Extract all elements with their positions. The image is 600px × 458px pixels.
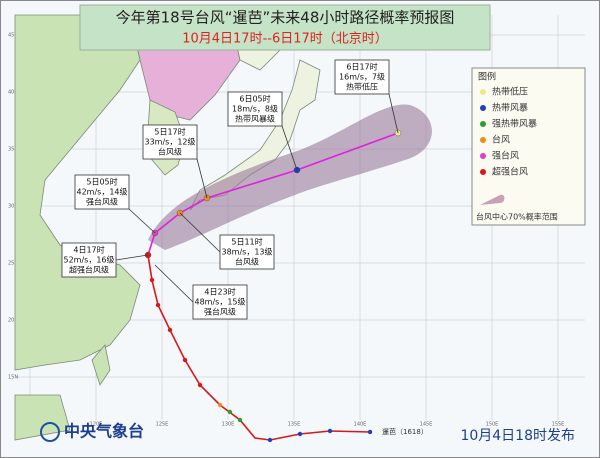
lon-label: 140E (354, 422, 367, 428)
past-point (227, 409, 233, 415)
south-land (14, 394, 71, 441)
taiwan (91, 344, 111, 386)
callout-level: 台风级 (235, 257, 259, 267)
legend-cone: 台风中心70%概率范围 (476, 212, 558, 222)
callout-leader (281, 125, 298, 171)
callout-leader (196, 158, 208, 199)
callout-wind: 18m/s，8级 (232, 104, 278, 114)
callout-level: 热带低压 (346, 82, 378, 92)
legend-marker (480, 89, 486, 95)
track-label: 暹芭（1618） (382, 427, 428, 436)
legend-marker (480, 153, 486, 159)
past-point (155, 302, 161, 308)
callout-time: 4日17时 (73, 245, 104, 255)
callout-level: 强台风级 (204, 307, 236, 317)
callout-leader (154, 264, 194, 303)
past-point (237, 417, 243, 423)
callout-wind: 52m/s，16级 (63, 255, 114, 265)
callout-leader (115, 254, 149, 261)
past-point (367, 429, 373, 435)
lon-label: 150E (486, 422, 499, 428)
lat-label: 15N (8, 375, 18, 381)
lat-label: 30N (8, 204, 18, 210)
title: 今年第18号台风“暹芭”未来48小时路径概率预报图 (116, 9, 455, 27)
legend-cone-icon (480, 194, 505, 205)
callout-time: 6日17时 (346, 62, 377, 72)
logo (40, 422, 60, 442)
callout-time: 5日11时 (231, 237, 262, 247)
past-point (217, 402, 223, 408)
callout-time: 4日23时 (204, 287, 235, 297)
past-point (297, 431, 303, 437)
past-point (197, 382, 203, 388)
lat-label: 40N (8, 90, 18, 96)
issued: 10月4日18时发布 (460, 428, 575, 444)
legend-marker (480, 137, 486, 143)
callout-time: 5日17时 (154, 127, 185, 137)
lon-label: 155E (552, 422, 565, 428)
legend-marker (480, 105, 486, 111)
callout-wind: 38m/s，13级 (221, 247, 272, 257)
callout-wind: 33m/s，12级 (144, 137, 195, 147)
callout-leader (128, 208, 156, 234)
legend-label: 热带风暴 (492, 102, 528, 114)
legend (471, 67, 586, 226)
legend-marker (480, 121, 486, 127)
legend-label: 强热带风暴 (492, 118, 537, 130)
legend-label: 热带低压 (492, 86, 528, 98)
lat-label: 45N (8, 33, 18, 39)
callout-box (74, 174, 130, 210)
legend-marker (480, 169, 486, 175)
callout-box (219, 234, 275, 270)
callout-time: 5日05时 (86, 177, 117, 187)
legend-label: 强台风 (492, 150, 519, 162)
callout-wind: 16m/s，7级 (339, 72, 385, 82)
lon-label: 135E (288, 422, 301, 428)
callout-level: 台风级 (158, 147, 182, 157)
callout-box (142, 124, 198, 160)
past-point (267, 437, 273, 443)
past-point (182, 357, 188, 363)
callout-box (334, 59, 390, 95)
callout-box (61, 242, 117, 278)
callout-leader (179, 212, 221, 253)
probability-cone (148, 104, 432, 250)
past-point (327, 428, 333, 434)
callout-leader (388, 93, 399, 134)
past-point (149, 277, 155, 283)
callout-time: 6日05时 (239, 94, 270, 104)
lat-label: 20N (8, 318, 18, 324)
callout-wind: 42m/s，14级 (76, 187, 127, 197)
callout-level: 超强台风级 (69, 265, 109, 275)
lon-label: 120E (90, 422, 103, 428)
callout-wind: 48m/s，15级 (194, 297, 245, 307)
callout-box (192, 284, 248, 320)
subtitle: 10月4日17时--6日17时（北京时） (182, 32, 388, 47)
lat-label: 35N (8, 147, 18, 153)
callout-level: 强台风级 (86, 197, 118, 207)
lon-label: 145E (420, 422, 433, 428)
lon-label: 130E (222, 422, 235, 428)
title-box (79, 4, 491, 51)
legend-label: 台风 (492, 134, 510, 146)
past-point (167, 327, 173, 333)
agency: 中央气象台 (64, 422, 144, 441)
callout-box (227, 91, 283, 127)
lat-label: 25N (8, 261, 18, 267)
legend-title: 图例 (478, 71, 496, 83)
lon-label: 125E (156, 422, 169, 428)
forecast-track (147, 132, 399, 256)
legend-label: 超强台风 (492, 166, 528, 178)
callout-level: 热带风暴级 (235, 114, 275, 124)
